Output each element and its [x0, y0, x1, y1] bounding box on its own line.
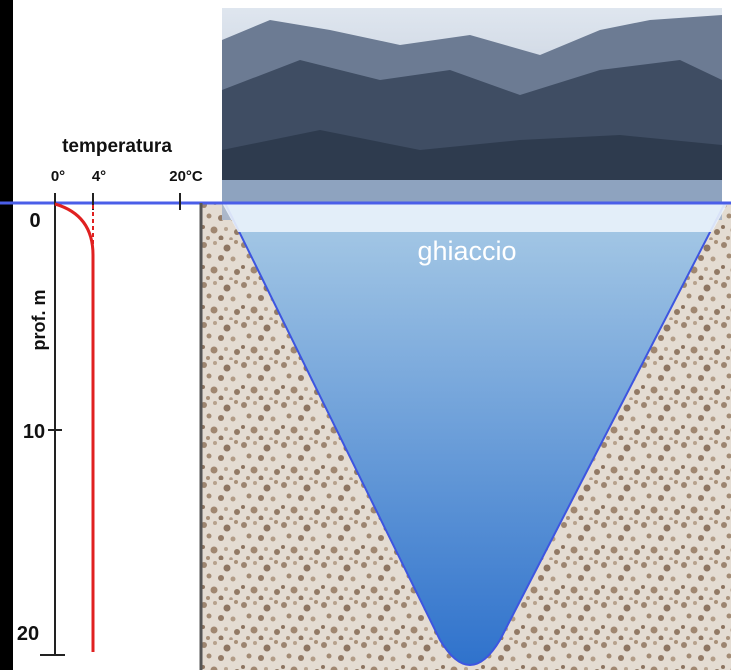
y-tick-label: 10	[23, 421, 45, 443]
x-tick-label: 0°	[51, 168, 65, 185]
y-tick-label: 0	[29, 210, 40, 232]
x-tick-label: 4°	[92, 168, 106, 185]
ice	[222, 203, 728, 232]
landscape	[222, 8, 722, 220]
y-axis-label: prof. m	[29, 290, 49, 351]
profile-title: temperatura	[62, 136, 172, 157]
lake-diagram: ghiaccio temperatura 0° 4° 20°C 0 10 20 …	[0, 0, 731, 670]
x-tick-label: 20°C	[169, 168, 203, 185]
ice-label: ghiaccio	[417, 236, 516, 266]
y-tick-label: 20	[17, 623, 39, 645]
